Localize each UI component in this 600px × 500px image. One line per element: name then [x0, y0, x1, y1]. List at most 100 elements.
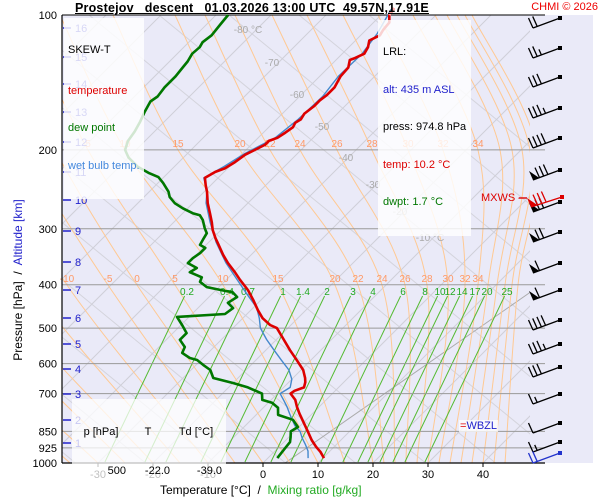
svg-text:1.4: 1.4 [296, 287, 310, 298]
svg-text:8: 8 [75, 257, 81, 269]
y-axis-title: Pressure [hPa] / Altitude [km] [11, 199, 25, 361]
lrl-temperature: temp: 10.2 °C [383, 158, 451, 171]
wbzl-marker: = [460, 420, 467, 432]
mixing-ratio-line [270, 295, 352, 463]
moist-adiabat [271, 15, 411, 463]
svg-text:3: 3 [350, 287, 356, 298]
mixing-ratio-line [290, 295, 372, 463]
copyright-label: CHMI © 2026 [531, 1, 598, 13]
svg-text:26: 26 [331, 139, 343, 150]
svg-text:20: 20 [481, 287, 493, 298]
wbzl-text: WBZL [466, 420, 497, 432]
svg-text:300: 300 [39, 224, 57, 236]
moist-adiabat [62, 161, 264, 463]
svg-text:28: 28 [366, 139, 378, 150]
svg-text:400: 400 [39, 280, 57, 292]
lrl-dewpoint: dwpt: 1.7 °C [383, 196, 444, 208]
svg-text:24: 24 [376, 274, 388, 285]
lrl-info-box: LRL: alt: 435 m ASL press: 974.8 hPa tem… [378, 20, 472, 236]
legend-dew-point: dew point [68, 122, 116, 134]
svg-text:20: 20 [329, 274, 341, 285]
svg-text:20: 20 [367, 469, 379, 481]
svg-text:6: 6 [400, 287, 406, 298]
svg-text:-70: -70 [265, 58, 280, 69]
svg-text:-60: -60 [290, 90, 305, 101]
moist-adiabat [62, 212, 236, 463]
wind-barb [527, 16, 562, 29]
svg-text:-10 °C: -10 °C [416, 233, 444, 244]
wbzl-annotation: =WBZL [459, 420, 498, 432]
lrl-heading: LRL: [383, 46, 407, 58]
svg-text:100: 100 [39, 10, 57, 22]
svg-text:10: 10 [217, 274, 229, 285]
temperature-curve [203, 7, 396, 459]
wind-barbs [527, 16, 564, 464]
mixing-ratio-line [424, 295, 506, 463]
mixing-ratio-line [342, 295, 424, 463]
mxws-annotation: MXWS – [481, 192, 525, 204]
svg-text:10: 10 [312, 469, 324, 481]
moist-adiabat [174, 15, 374, 463]
svg-text:15: 15 [172, 139, 184, 150]
svg-text:14: 14 [456, 287, 468, 298]
svg-text:28: 28 [421, 274, 433, 285]
svg-text:24: 24 [294, 139, 306, 150]
svg-text:22: 22 [264, 139, 276, 150]
svg-text:25: 25 [501, 287, 513, 298]
mixing-ratio-line [404, 295, 486, 463]
x-axis-title: Temperature [°C] / Mixing ratio [g/kg] [160, 483, 362, 497]
svg-text:34: 34 [472, 139, 484, 150]
wind-barb [527, 191, 564, 208]
table-header-dewpoint: Td [°C] [178, 426, 214, 438]
sounding-levels-table: p [hPa] T Td [°C] 500 -22.0 -39.0 700 -7… [72, 399, 226, 500]
wind-barb [527, 440, 562, 453]
svg-text:0.2: 0.2 [180, 287, 194, 298]
svg-text:30: 30 [442, 274, 454, 285]
wind-barb [527, 363, 562, 378]
svg-text:200: 200 [39, 145, 57, 157]
svg-text:22: 22 [352, 274, 364, 285]
moist-adiabat [456, 15, 525, 463]
svg-text:600: 600 [39, 359, 57, 371]
wind-barb [527, 315, 562, 331]
mixing-ratio-line [367, 295, 449, 463]
svg-text:6: 6 [75, 313, 81, 325]
svg-text:-80 °C: -80 °C [234, 25, 262, 36]
wind-barb [527, 392, 562, 405]
svg-text:4: 4 [75, 364, 81, 376]
moist-adiabat [446, 15, 515, 463]
svg-text:20: 20 [234, 139, 246, 150]
svg-text:-50: -50 [315, 122, 330, 133]
svg-text:-30: -30 [366, 180, 381, 191]
wind-barb [527, 46, 562, 59]
svg-text:850: 850 [39, 426, 57, 438]
svg-text:925: 925 [39, 443, 57, 455]
legend-wet-bulb: wet bulb temp. [68, 159, 140, 172]
moist-adiabat [471, 15, 530, 463]
wind-barb [527, 133, 562, 149]
wind-barb [527, 340, 562, 355]
svg-text:40: 40 [477, 469, 489, 481]
sounding-curves [123, 7, 396, 459]
mixing-ratio-line [220, 295, 302, 463]
moist-adiabat [62, 325, 181, 463]
lrl-altitude: alt: 435 m ASL [383, 83, 455, 96]
svg-text:-5: -5 [104, 274, 113, 285]
svg-text:1000: 1000 [33, 458, 57, 470]
moist-adiabat [62, 98, 291, 463]
wind-barb [529, 260, 562, 274]
svg-text:700: 700 [39, 389, 57, 401]
svg-text:34: 34 [472, 274, 484, 285]
table-row: 500 -22.0 -39.0 [107, 465, 222, 477]
svg-text:0: 0 [260, 469, 266, 481]
lrl-pressure: press: 974.8 hPa [383, 121, 467, 133]
svg-text:5: 5 [75, 339, 81, 351]
legend-chart-type: SKEW-T [68, 44, 111, 56]
svg-text:32: 32 [459, 274, 471, 285]
wind-barb [527, 451, 562, 464]
svg-text:10: 10 [434, 287, 446, 298]
mixing-ratio-line [357, 295, 439, 463]
svg-text:7: 7 [75, 285, 81, 297]
wind-barb [529, 227, 562, 243]
